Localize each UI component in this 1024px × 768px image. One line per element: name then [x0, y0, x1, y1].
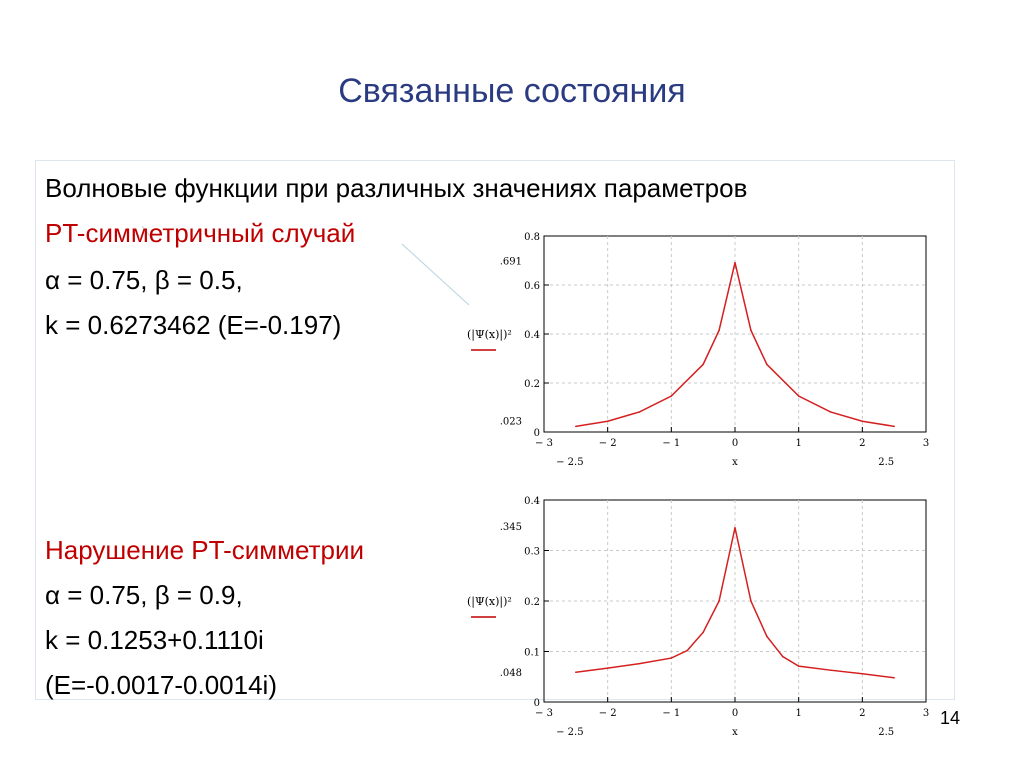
data-point [750, 330, 752, 332]
y-marker-max: .345 [500, 522, 522, 533]
data-point [766, 364, 768, 366]
y-marker-min: .048 [500, 668, 522, 679]
data-point [607, 667, 609, 669]
plot-pt-symmetric: − 3 − 2 − 1 0 1 2 3 0 0.2 0.4 0.6 0.8 .691 .023 (|Ψ(x)… [462, 222, 942, 474]
y-marker-min: .023 [500, 416, 522, 427]
data-point [671, 395, 673, 397]
x-tick-label: − 2 [599, 708, 617, 719]
x-tick-label: − 3 [535, 438, 553, 449]
x-tick-label: 0 [732, 438, 738, 449]
data-point [830, 411, 832, 413]
case2-energy: (E=-0.0017-0.0014i) [45, 670, 277, 701]
x-tick-label: 2 [859, 438, 865, 449]
data-point [862, 420, 864, 422]
y-tick-label: 0.4 [524, 496, 540, 507]
data-point [798, 665, 800, 667]
data-point [575, 671, 577, 673]
data-point [575, 426, 577, 428]
y-axis-label: (|Ψ(x)|)² [467, 595, 512, 609]
case1-title: PT-симметричный случай [45, 218, 355, 249]
x-axis-label: x [732, 727, 738, 738]
data-point [718, 330, 720, 332]
data-point [766, 636, 768, 638]
data-point [782, 656, 784, 658]
case2-params: α = 0.75, β = 0.9, [45, 580, 243, 611]
x-tick-label: − 3 [535, 708, 553, 719]
y-tick-label: 0.4 [524, 330, 540, 341]
x-tick-label: 2 [859, 708, 865, 719]
y-axis-label: (|Ψ(x)|)² [467, 328, 512, 342]
case1-params: α = 0.75, β = 0.5, [45, 265, 243, 296]
plot-pt-broken: − 3 − 2 − 1 0 1 2 3 0 0.1 0.2 0.3 0.4 .345 .048 (|Ψ(x)… [462, 488, 942, 744]
data-point [607, 420, 609, 422]
case2-k: k = 0.1253+0.1110i [45, 625, 264, 656]
x-tick-label: 1 [795, 438, 801, 449]
data-point [639, 411, 641, 413]
data-point [734, 527, 736, 529]
data-point [862, 673, 864, 675]
data-point [893, 677, 895, 679]
y-tick-label: 0.2 [524, 597, 540, 608]
heading-text: Волновые функции при различных значениях… [45, 173, 747, 204]
x-tick-label: 0 [732, 708, 738, 719]
y-tick-label: 0.1 [524, 648, 540, 659]
x-tick-label: − 2 [599, 438, 617, 449]
page-number: 14 [940, 708, 960, 729]
data-point [639, 663, 641, 665]
y-tick-label: 0.2 [524, 379, 540, 390]
data-point [734, 262, 736, 264]
data-point [718, 600, 720, 602]
data-point [750, 600, 752, 602]
case1-k: k = 0.6273462 (E=-0.197) [45, 310, 341, 341]
x-marker-left: − 2.5 [556, 727, 583, 738]
x-marker-left: − 2.5 [556, 457, 583, 468]
x-axis-label: x [732, 457, 738, 468]
data-point [798, 395, 800, 397]
y-tick-label: 0.6 [524, 281, 540, 292]
y-tick-label: 0.8 [524, 232, 540, 243]
y-tick-label: 0 [534, 698, 540, 709]
x-tick-label: 3 [923, 708, 929, 719]
data-point [671, 657, 673, 659]
data-point [702, 364, 704, 366]
data-point [893, 426, 895, 428]
data-point [686, 650, 688, 652]
x-tick-label: − 1 [662, 708, 680, 719]
y-tick-label: 0.3 [524, 547, 540, 558]
x-marker-right: 2.5 [878, 727, 894, 738]
y-tick-label: 0 [534, 428, 540, 439]
x-tick-label: 1 [795, 708, 801, 719]
case2-title: Нарушение PT-симметрии [45, 535, 364, 566]
x-marker-right: 2.5 [878, 457, 894, 468]
data-point [702, 632, 704, 634]
y-marker-max: .691 [500, 257, 522, 268]
data-point [830, 669, 832, 671]
x-tick-label: − 1 [662, 438, 680, 449]
x-tick-label: 3 [923, 438, 929, 449]
